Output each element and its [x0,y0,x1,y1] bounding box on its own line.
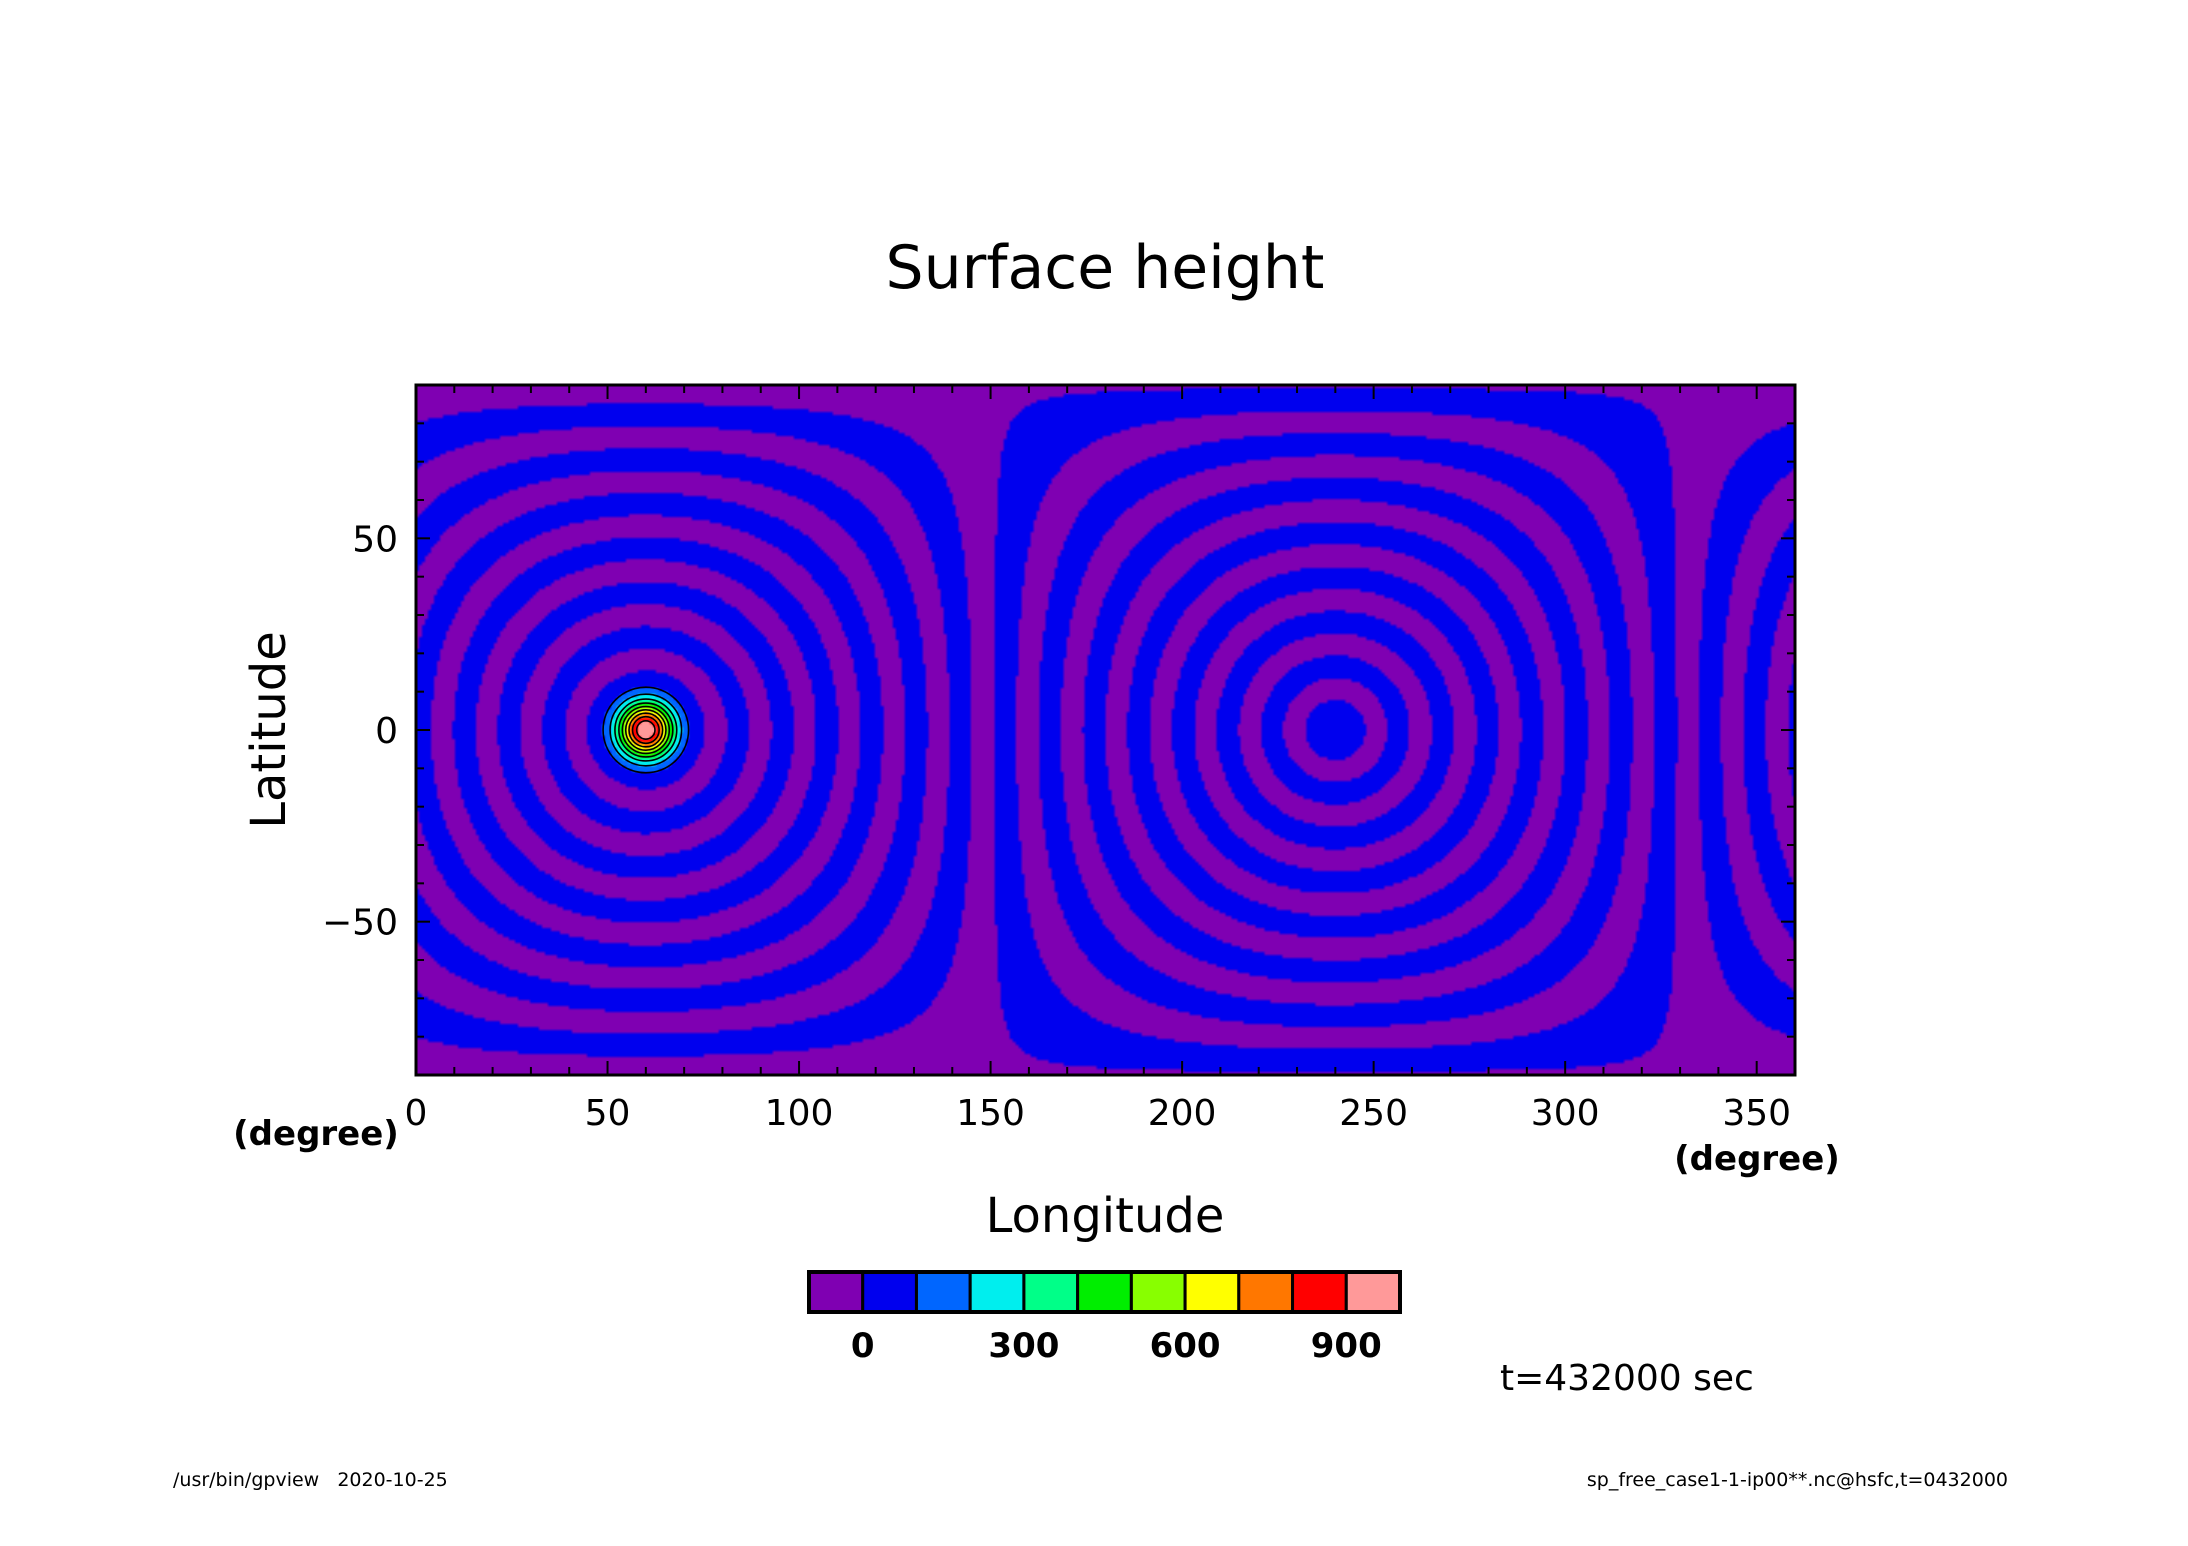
colorbar-labels: 0 300 600 900 [851,1326,1382,1366]
y-tick-label: −50 [322,903,398,944]
contour-line [614,698,678,762]
colorbar-swatch [1291,1270,1348,1314]
x-tick-label: 0 [405,1093,428,1134]
x-axis-label: Longitude [986,1188,1225,1244]
x-tick-label: 300 [1531,1093,1600,1134]
contour-line [631,715,660,745]
x-tick-label: 50 [585,1093,631,1134]
colorbar-swatch [1344,1270,1402,1314]
footer-left: /usr/bin/gpview 2020-10-25 [173,1469,448,1491]
contour-line [628,712,664,748]
contour-line [635,720,656,740]
y-axis-ticks: −50 0 50 [322,384,1795,1076]
y-axis-label: Latitude [241,631,297,829]
contour-line [624,709,667,751]
colorbar-swatch [861,1270,918,1314]
x-tick-label: 250 [1339,1093,1408,1134]
contour-line [602,686,690,774]
y-tick-label: 0 [375,711,398,752]
x-tick-label: 350 [1722,1093,1791,1134]
colorbar-swatch [807,1270,865,1314]
time-label: t=432000 sec [1500,1358,1754,1399]
footer-right: sp_free_case1-1-ip00**.nc@hsfc,t=0432000 [1587,1469,2008,1491]
colorbar-swatch [1076,1270,1133,1314]
colorbar-tick-label: 600 [1150,1326,1221,1366]
colorbar-tick-label: 0 [851,1326,875,1366]
colorbar-tick-label: 900 [1311,1326,1382,1366]
contour-line [609,693,683,767]
colorbar-frame [807,1270,1402,1314]
surface-height-field [416,385,1795,1075]
x-tick-label: 150 [956,1093,1025,1134]
plot-area [416,385,1795,1075]
x-tick-label: 100 [765,1093,834,1134]
colorbar-swatch [1237,1270,1295,1314]
colorbar-swatch [1183,1270,1241,1314]
colorbar-tick-label: 300 [988,1326,1059,1366]
colorbar-swatch [914,1270,972,1314]
colorbar-swatch [968,1270,1026,1314]
colorbar [807,1270,1402,1314]
y-tick-label: 50 [352,519,398,560]
colorbar-swatch [1022,1270,1080,1314]
y-axis-unit: (degree) [233,1114,399,1154]
x-tick-label: 200 [1148,1093,1217,1134]
contour-line [621,705,671,755]
x-axis-ticks: 0 50 100 150 200 250 300 350 [405,385,1796,1134]
chart-title: Surface height [886,233,1325,303]
x-axis-unit: (degree) [1674,1139,1840,1179]
colorbar-swatch [1129,1270,1187,1314]
contour-line [618,702,674,758]
